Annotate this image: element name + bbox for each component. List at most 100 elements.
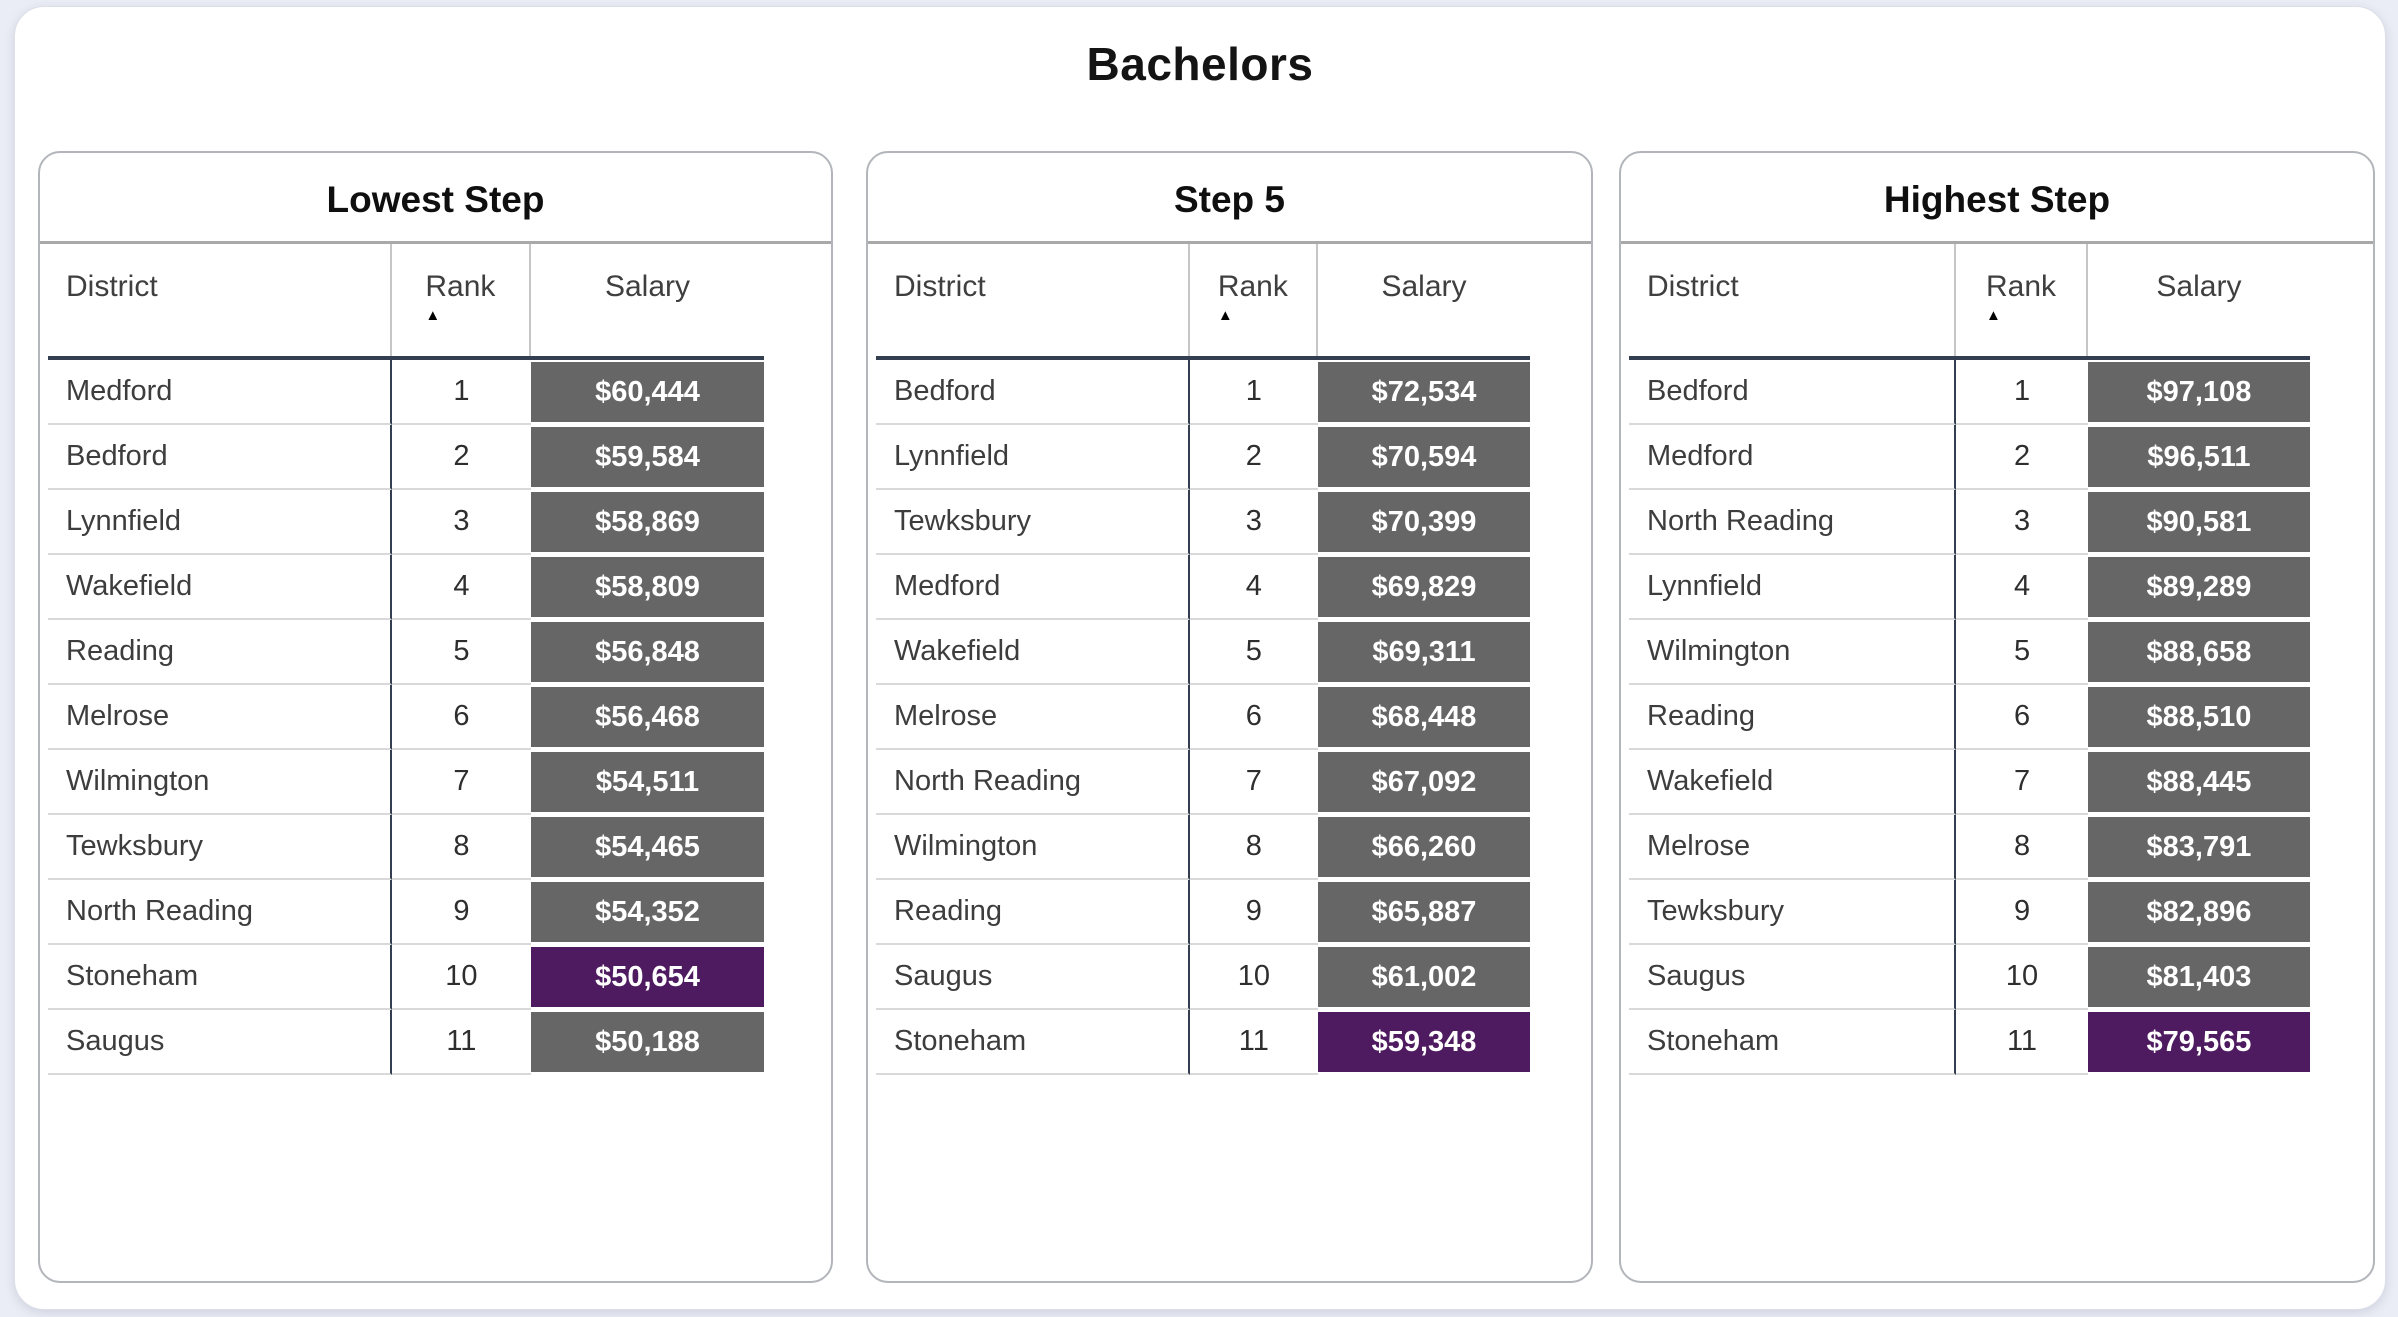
table-row[interactable]: Saugus 10 $61,002 (876, 945, 1531, 1010)
table-row[interactable]: Bedford 1 $72,534 (876, 360, 1531, 425)
column-header-salary[interactable]: Salary (1381, 270, 1467, 303)
table-row[interactable]: North Reading 7 $67,092 (876, 750, 1531, 815)
district-cell: Reading (1629, 685, 1956, 750)
rank-cell: 1 (1190, 360, 1318, 425)
salary-cell: $89,289 (2088, 555, 2310, 620)
card-title-divider (868, 241, 1591, 244)
district-cell: North Reading (48, 880, 392, 945)
table-row[interactable]: Lynnfield 2 $70,594 (876, 425, 1531, 490)
table-row[interactable]: Reading 5 $56,848 (48, 620, 764, 685)
table-row[interactable]: Wilmington 5 $88,658 (1629, 620, 2310, 685)
card-title-divider (40, 241, 831, 244)
header-underline (1629, 356, 2310, 360)
card-title-divider (1621, 241, 2373, 244)
salary-cell: $56,468 (531, 685, 764, 750)
table-row[interactable]: Lynnfield 4 $89,289 (1629, 555, 2310, 620)
salary-value: $70,399 (1317, 492, 1531, 552)
salary-value: $56,848 (531, 622, 764, 682)
table-row[interactable]: Tewksbury 9 $82,896 (1629, 880, 2310, 945)
table-row[interactable]: Saugus 11 $50,188 (48, 1010, 764, 1075)
salary-value: $50,188 (531, 1012, 764, 1072)
table-row[interactable]: Tewksbury 8 $54,465 (48, 815, 764, 880)
table-body: Bedford 1 $72,534 Lynnfield 2 $70,594 Tewksbur… (876, 360, 1531, 1075)
salary-value: $72,534 (1317, 362, 1531, 422)
column-header-district[interactable]: District (876, 244, 1191, 356)
rank-cell: 8 (391, 815, 532, 880)
salary-cell: $82,896 (2088, 880, 2310, 945)
salary-cell: $69,829 (1317, 555, 1531, 620)
salary-value: $82,896 (2088, 882, 2310, 942)
salary-value: $88,510 (2088, 687, 2310, 747)
district-cell: Medford (876, 555, 1191, 620)
table-row[interactable]: Stoneham 10 $50,654 (48, 945, 764, 1010)
table-row[interactable]: Medford 2 $96,511 (1629, 425, 2310, 490)
column-header-district[interactable]: District (48, 244, 392, 356)
card-title: Highest Step (1883, 179, 2111, 220)
table-row[interactable]: Bedford 1 $97,108 (1629, 360, 2310, 425)
table-row[interactable]: Lynnfield 3 $58,869 (48, 490, 764, 555)
table-row[interactable]: Reading 6 $88,510 (1629, 685, 2310, 750)
district-cell: Lynnfield (1629, 555, 1956, 620)
table-row[interactable]: North Reading 9 $54,352 (48, 880, 764, 945)
rank-cell: 3 (1190, 490, 1318, 555)
rank-cell: 5 (1190, 620, 1318, 685)
salary-cell: $69,311 (1317, 620, 1531, 685)
district-cell: Bedford (1629, 360, 1956, 425)
table-row[interactable]: Medford 4 $69,829 (876, 555, 1531, 620)
rank-cell: 7 (1955, 750, 2089, 815)
salary-cell: $66,260 (1317, 815, 1531, 880)
table-row[interactable]: Stoneham 11 $59,348 (876, 1010, 1531, 1075)
column-header-rank[interactable]: Rank ▲ (392, 244, 532, 356)
rank-cell: 10 (1190, 945, 1318, 1010)
column-header-rank-label: Rank (1217, 270, 1288, 303)
salary-value: $96,511 (2088, 427, 2310, 487)
salary-cell: $79,565 (2088, 1010, 2310, 1075)
table-row[interactable]: Bedford 2 $59,584 (48, 425, 764, 490)
column-header-rank[interactable]: Rank ▲ (1956, 244, 2089, 356)
table-row[interactable]: Saugus 10 $81,403 (1629, 945, 2310, 1010)
table-row[interactable]: Reading 9 $65,887 (876, 880, 1531, 945)
data-table: District Rank ▲ Salary Bedford 1 $72,534 Ly… (876, 244, 1531, 1075)
salary-value: $59,584 (531, 427, 764, 487)
table-row[interactable]: Stoneham 11 $79,565 (1629, 1010, 2310, 1075)
table-row[interactable]: Melrose 6 $68,448 (876, 685, 1531, 750)
column-header-salary[interactable]: Salary (604, 270, 691, 303)
rank-cell: 6 (1955, 685, 2089, 750)
salary-cell: $54,352 (531, 880, 764, 945)
table-row[interactable]: Medford 1 $60,444 (48, 360, 764, 425)
table-row[interactable]: Wakefield 4 $58,809 (48, 555, 764, 620)
table-row[interactable]: Melrose 6 $56,468 (48, 685, 764, 750)
table-row[interactable]: North Reading 3 $90,581 (1629, 490, 2310, 555)
district-cell: Melrose (1629, 815, 1956, 880)
district-cell: Melrose (48, 685, 392, 750)
table-row[interactable]: Wakefield 5 $69,311 (876, 620, 1531, 685)
district-cell: Wilmington (876, 815, 1191, 880)
column-header-rank[interactable]: Rank ▲ (1190, 244, 1318, 356)
district-cell: North Reading (876, 750, 1191, 815)
rank-cell: 2 (1955, 425, 2089, 490)
column-header-salary[interactable]: Salary (2156, 270, 2242, 303)
table-row[interactable]: Wilmington 8 $66,260 (876, 815, 1531, 880)
salary-value: $66,260 (1317, 817, 1531, 877)
salary-value: $59,348 (1317, 1012, 1531, 1072)
salary-value: $97,108 (2088, 362, 2310, 422)
table-body: Medford 1 $60,444 Bedford 2 $59,584 Lynnfield 3… (48, 360, 764, 1075)
district-cell: Lynnfield (876, 425, 1191, 490)
salary-cell: $58,809 (531, 555, 764, 620)
header-underline (876, 356, 1531, 360)
rank-cell: 4 (1955, 555, 2089, 620)
table-card-step-5: Step 5 District Rank ▲ Salary Bedford 1 $7… (866, 151, 1593, 1283)
table-row[interactable]: Tewksbury 3 $70,399 (876, 490, 1531, 555)
column-header-district[interactable]: District (1629, 244, 1956, 356)
data-table: District Rank ▲ Salary Medford 1 $60,444 Be… (48, 244, 764, 1075)
district-cell: North Reading (1629, 490, 1956, 555)
table-row[interactable]: Melrose 8 $83,791 (1629, 815, 2310, 880)
table-row[interactable]: Wakefield 7 $88,445 (1629, 750, 2310, 815)
salary-cell: $59,348 (1317, 1010, 1531, 1075)
district-cell: Stoneham (1629, 1010, 1956, 1075)
salary-value: $54,511 (531, 752, 764, 812)
table-row[interactable]: Wilmington 7 $54,511 (48, 750, 764, 815)
sort-ascending-icon: ▲ (1985, 307, 2001, 324)
rank-cell: 4 (391, 555, 532, 620)
district-cell: Wakefield (1629, 750, 1956, 815)
